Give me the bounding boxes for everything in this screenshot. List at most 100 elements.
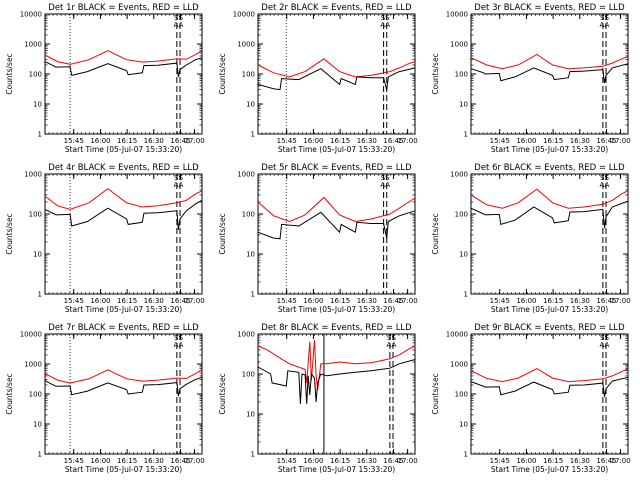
x-tick-label: 16:15 [543,297,563,305]
y-tick-label: 1000 [450,361,468,369]
y-tick-label: 1000 [24,361,42,369]
events-series-line [257,67,416,91]
lld-series-line [470,368,629,383]
marker-label-ss: SS [174,174,183,182]
events-series-line [44,57,203,78]
x-tick-label: 17:00 [185,457,205,465]
panel-1: Det 1r BLACK = Events, RED = LLD 1 10 100 10… [5,3,205,154]
x-tick-label: 16:45 [596,457,616,465]
lld-series-line [257,196,416,223]
x-tick-label: 15:45 [490,297,510,305]
y-tick-label: 100 [455,391,468,399]
y-axis-label: Counts/sec [218,373,227,414]
x-tick-label: 16:15 [117,457,137,465]
x-tick-label: 17:00 [611,137,631,145]
x-tick-label: 16:45 [170,457,190,465]
x-tick-label: 16:45 [596,137,616,145]
x-tick-label: 16:30 [570,457,590,465]
x-tick-label: 16:15 [543,457,563,465]
x-tick-label: 15:45 [277,297,297,305]
panel-3: Det 3r BLACK = Events, RED = LLD 1 10 100 10… [431,3,631,154]
y-tick-label: 10000 [20,11,42,19]
y-axis-label: Counts/sec [431,373,440,414]
x-tick-label: 16:00 [516,297,536,305]
lld-series-line [257,58,416,78]
x-tick-label: 16:30 [570,297,590,305]
y-tick-label: 1000 [237,331,255,339]
plot-frame [470,173,629,295]
plot-frame [257,333,416,455]
plot-frame [257,13,416,135]
marker-label-aa: AA [174,341,184,349]
x-tick-label: 16:30 [570,137,590,145]
x-tick-label: 16:00 [90,457,110,465]
x-tick-label: 15:45 [64,137,84,145]
x-tick-label: 16:45 [170,137,190,145]
y-tick-label: 1 [38,451,42,459]
y-tick-label: 10 [246,411,255,419]
marker-label-ss: SS [600,14,609,22]
y-tick-label: 1 [251,131,255,139]
panel-8: Det 8r BLACK = Events, RED = LLD 1 10 100 10… [218,323,418,474]
x-tick-label: 15:45 [64,457,84,465]
x-tick-label: 16:45 [596,297,616,305]
x-tick-label: 16:45 [383,457,403,465]
x-tick-label: 16:30 [144,297,164,305]
x-tick-label: 17:00 [185,297,205,305]
y-axis-label: Counts/sec [218,53,227,94]
x-tick-label: 15:45 [277,137,297,145]
marker-label-ss: SS [600,174,609,182]
x-tick-label: 16:30 [357,297,377,305]
panel-5: Det 5r BLACK = Events, RED = LLD 1 10 100 10… [218,163,418,314]
panel-6: Det 6r BLACK = Events, RED = LLD 1 10 100 10… [431,163,631,314]
y-tick-label: 10 [246,251,255,259]
y-tick-label: 1000 [450,171,468,179]
lld-series-line [44,188,203,210]
marker-label-ss: SS [387,334,396,342]
y-tick-label: 10 [33,101,42,109]
panel-7: Det 7r BLACK = Events, RED = LLD 1 10 100 10… [5,323,205,474]
events-series-line [44,199,203,230]
lld-series-line [470,188,629,209]
x-tick-label: 16:45 [383,297,403,305]
panel-title: Det 1r BLACK = Events, RED = LLD [48,3,199,13]
x-tick-label: 16:15 [117,137,137,145]
y-tick-label: 1 [38,291,42,299]
marker-label-aa: AA [380,181,390,189]
x-tick-label: 17:00 [398,457,418,465]
marker-label-aa: AA [387,341,397,349]
y-tick-label: 100 [242,211,255,219]
x-tick-label: 16:45 [170,297,190,305]
panel-title: Det 7r BLACK = Events, RED = LLD [48,323,199,333]
y-tick-label: 100 [455,211,468,219]
y-axis-label: Counts/sec [5,53,14,94]
y-tick-label: 10 [459,421,468,429]
y-axis-label: Counts/sec [431,53,440,94]
panel-title: Det 2r BLACK = Events, RED = LLD [261,3,412,13]
lld-series-line [257,340,416,390]
y-tick-label: 100 [29,391,42,399]
x-tick-label: 16:00 [303,137,323,145]
marker-label-ss: SS [600,334,609,342]
events-series-line [470,200,629,228]
x-tick-label: 16:30 [144,457,164,465]
y-tick-label: 10 [33,251,42,259]
x-axis-label: Start Time (05-Jul-07 15:33:20) [65,465,182,474]
y-axis-label: Counts/sec [218,213,227,254]
y-axis-label: Counts/sec [5,213,14,254]
marker-label-ss: SS [174,334,183,342]
marker-label-ss: SS [381,174,390,182]
panel-2: Det 2r BLACK = Events, RED = LLD 1 10 100 10… [218,3,418,154]
lld-series-line [44,50,203,65]
y-tick-label: 1000 [24,41,42,49]
y-tick-label: 10 [459,101,468,109]
marker-label-aa: AA [380,21,390,29]
events-series-line [470,376,629,397]
x-tick-label: 16:00 [90,297,110,305]
x-axis-label: Start Time (05-Jul-07 15:33:20) [278,145,395,154]
x-tick-label: 16:15 [330,137,350,145]
marker-label-aa: AA [174,181,184,189]
lld-series-line [470,53,629,70]
panel-9: Det 9r BLACK = Events, RED = LLD 1 10 100 10… [431,323,631,474]
